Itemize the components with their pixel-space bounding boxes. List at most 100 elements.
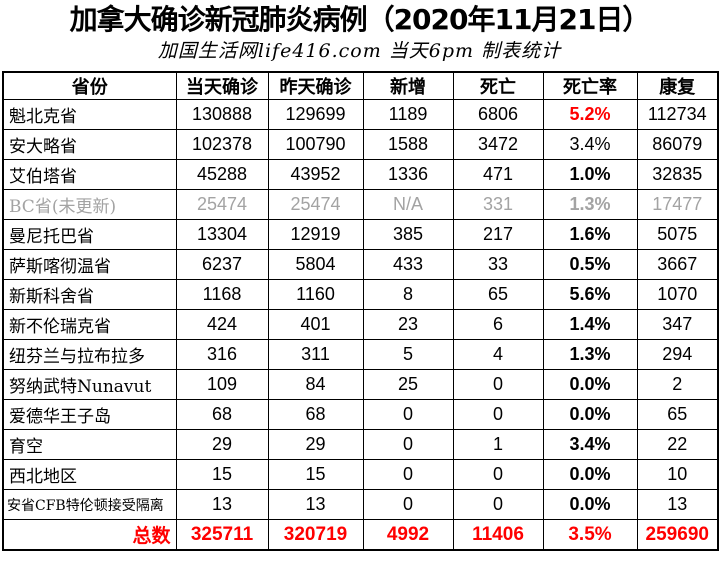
- totals-deaths: 11406: [452, 519, 544, 551]
- cell-deaths: 0: [452, 369, 544, 400]
- cell-new: 0: [362, 429, 454, 460]
- cell-death-rate: 1.3%: [542, 339, 638, 370]
- table-row: 西北地区 15 15 0 0 0.0% 10: [2, 459, 719, 490]
- table-row: 艾伯塔省 45288 43952 1336 471 1.0% 32835: [2, 159, 719, 190]
- cell-province: 新斯科舍省: [2, 279, 177, 310]
- cell-today: 25474: [175, 189, 269, 220]
- cell-new: 433: [362, 249, 454, 280]
- header-new: 新增: [362, 71, 454, 100]
- cell-deaths: 331: [452, 189, 544, 220]
- cell-death-rate: 1.4%: [542, 309, 638, 340]
- cell-today: 316: [175, 339, 269, 370]
- cell-deaths: 0: [452, 489, 544, 520]
- cell-yesterday: 401: [267, 309, 364, 340]
- header-death-rate: 死亡率: [542, 71, 638, 100]
- header-today: 当天确诊: [175, 71, 269, 100]
- cell-today: 13: [175, 489, 269, 520]
- cell-deaths: 6: [452, 309, 544, 340]
- totals-row: 总数 325711 320719 4992 11406 3.5% 259690: [2, 519, 719, 551]
- cell-yesterday: 311: [267, 339, 364, 370]
- cell-recovered: 2: [636, 369, 719, 400]
- cell-deaths: 0: [452, 459, 544, 490]
- cell-recovered: 112734: [636, 99, 719, 130]
- table-row: 新斯科舍省 1168 1160 8 65 5.6% 1070: [2, 279, 719, 310]
- cell-today: 1168: [175, 279, 269, 310]
- table-body: 魁北克省 130888 129699 1189 6806 5.2% 112734 安大略省 10…: [2, 99, 719, 520]
- cell-recovered: 22: [636, 429, 719, 460]
- cell-today: 45288: [175, 159, 269, 190]
- cell-province: 艾伯塔省: [2, 159, 177, 190]
- cell-today: 29: [175, 429, 269, 460]
- cell-new: 5: [362, 339, 454, 370]
- cell-deaths: 217: [452, 219, 544, 250]
- page: 加拿大确诊新冠肺炎病例（2020年11月21日） 加国生活网life416.co…: [0, 3, 719, 585]
- cell-yesterday: 68: [267, 399, 364, 430]
- cell-today: 102378: [175, 129, 269, 160]
- cell-death-rate: 5.2%: [542, 99, 638, 130]
- cell-today: 109: [175, 369, 269, 400]
- cell-yesterday: 1160: [267, 279, 364, 310]
- cell-today: 15: [175, 459, 269, 490]
- cell-new: 23: [362, 309, 454, 340]
- cell-yesterday: 129699: [267, 99, 364, 130]
- page-title: 加拿大确诊新冠肺炎病例（2020年11月21日）: [69, 3, 651, 36]
- cell-province: 西北地区: [2, 459, 177, 490]
- cell-death-rate: 0.0%: [542, 489, 638, 520]
- table-header-row: 省份 当天确诊 昨天确诊 新增 死亡 死亡率 康复: [2, 71, 719, 100]
- cell-death-rate: 0.5%: [542, 249, 638, 280]
- cell-new: 1336: [362, 159, 454, 190]
- cell-deaths: 471: [452, 159, 544, 190]
- header-yesterday: 昨天确诊: [267, 71, 364, 100]
- cell-yesterday: 5804: [267, 249, 364, 280]
- cell-today: 13304: [175, 219, 269, 250]
- totals-today: 325711: [175, 519, 269, 551]
- cell-death-rate: 1.6%: [542, 219, 638, 250]
- cell-death-rate: 3.4%: [542, 429, 638, 460]
- cell-death-rate: 3.4%: [542, 129, 638, 160]
- cell-recovered: 3667: [636, 249, 719, 280]
- totals-new: 4992: [362, 519, 454, 551]
- table-row: 安省CFB特伦顿接受隔离 13 13 0 0 0.0% 13: [2, 489, 719, 520]
- cell-death-rate: 0.0%: [542, 369, 638, 400]
- cell-province: BC省(未更新): [2, 189, 177, 220]
- table-row: 努纳武特Nunavut 109 84 25 0 0.0% 2: [2, 369, 719, 400]
- cell-death-rate: 1.3%: [542, 189, 638, 220]
- table-row: BC省(未更新) 25474 25474 N/A 331 1.3% 17477: [2, 189, 719, 220]
- cell-recovered: 13: [636, 489, 719, 520]
- cell-recovered: 5075: [636, 219, 719, 250]
- cell-deaths: 65: [452, 279, 544, 310]
- header-province: 省份: [2, 71, 177, 100]
- cell-death-rate: 0.0%: [542, 399, 638, 430]
- cell-recovered: 86079: [636, 129, 719, 160]
- table-row: 曼尼托巴省 13304 12919 385 217 1.6% 5075: [2, 219, 719, 250]
- cell-yesterday: 84: [267, 369, 364, 400]
- cell-new: 0: [362, 399, 454, 430]
- table-row: 育空 29 29 0 1 3.4% 22: [2, 429, 719, 460]
- cell-deaths: 6806: [452, 99, 544, 130]
- cell-province: 爱德华王子岛: [2, 399, 177, 430]
- cell-death-rate: 5.6%: [542, 279, 638, 310]
- totals-yesterday: 320719: [267, 519, 364, 551]
- cell-province: 努纳武特Nunavut: [2, 369, 177, 400]
- cell-today: 6237: [175, 249, 269, 280]
- cell-recovered: 32835: [636, 159, 719, 190]
- cell-today: 424: [175, 309, 269, 340]
- table-row: 魁北克省 130888 129699 1189 6806 5.2% 112734: [2, 99, 719, 130]
- table-row: 萨斯喀彻温省 6237 5804 433 33 0.5% 3667: [2, 249, 719, 280]
- page-subtitle: 加国生活网life416.com 当天6pm 制表统计: [157, 40, 562, 62]
- cell-recovered: 347: [636, 309, 719, 340]
- cell-new: N/A: [362, 189, 454, 220]
- cell-death-rate: 0.0%: [542, 459, 638, 490]
- cell-new: 0: [362, 489, 454, 520]
- cell-yesterday: 43952: [267, 159, 364, 190]
- cell-new: 1588: [362, 129, 454, 160]
- cell-today: 130888: [175, 99, 269, 130]
- covid-stats-table: 省份 当天确诊 昨天确诊 新增 死亡 死亡率 康复 魁北克省 130888 1296…: [2, 71, 719, 551]
- cell-deaths: 3472: [452, 129, 544, 160]
- cell-recovered: 10: [636, 459, 719, 490]
- cell-new: 0: [362, 459, 454, 490]
- cell-deaths: 4: [452, 339, 544, 370]
- cell-province: 新不伦瑞克省: [2, 309, 177, 340]
- cell-death-rate: 1.0%: [542, 159, 638, 190]
- cell-province: 安大略省: [2, 129, 177, 160]
